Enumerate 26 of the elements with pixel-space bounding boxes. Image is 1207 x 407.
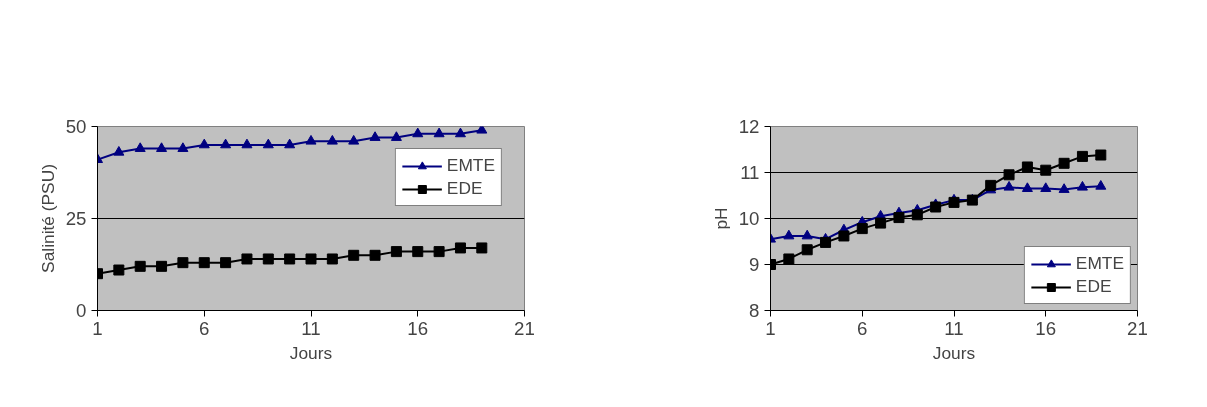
x-tick-label: 6: [199, 317, 210, 339]
y-tick-label: 50: [65, 116, 87, 137]
x-tick-label: 11: [301, 317, 321, 339]
y-tick-label: 25: [65, 208, 87, 229]
x-tick-label: 16: [407, 317, 429, 339]
x-tick-label: 6: [857, 317, 868, 339]
y-tick-label: 0: [76, 300, 87, 321]
x-tick-label: 21: [514, 317, 535, 339]
y-tick-label: 8: [749, 300, 760, 321]
legend-label: EMTE: [446, 155, 495, 176]
y-tick-label: 10: [738, 208, 760, 229]
legend-label: EDE: [1075, 276, 1112, 297]
y-tick-label: 9: [749, 254, 760, 275]
y-tick-label: 11: [740, 162, 760, 183]
y-axis-title: Salinité (PSU): [37, 164, 58, 273]
x-tick-label: 1: [765, 317, 776, 339]
x-tick-label: 11: [944, 317, 964, 339]
x-tick-label: 1: [92, 317, 103, 339]
legend-label: EDE: [446, 178, 483, 199]
x-tick-label: 16: [1035, 317, 1057, 339]
x-axis-title: Jours: [289, 342, 333, 363]
x-axis-title: Jours: [932, 342, 976, 363]
legend-label: EMTE: [1075, 253, 1124, 274]
y-axis-title: pH: [710, 207, 731, 230]
y-tick-label: 12: [738, 116, 760, 137]
x-tick-label: 21: [1127, 317, 1148, 339]
